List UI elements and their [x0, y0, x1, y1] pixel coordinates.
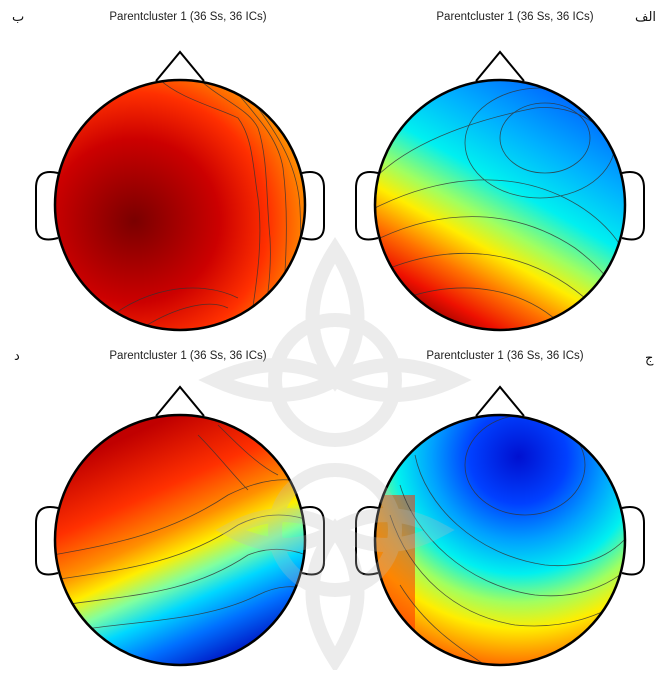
- right-ear-outline: [621, 506, 645, 576]
- nose-outline: [155, 385, 205, 417]
- right-ear-outline: [301, 506, 325, 576]
- panel-title: Parentcluster 1 (36 Ss, 36 ICs): [109, 350, 267, 362]
- contour-lines: [55, 424, 305, 631]
- topomap-dal: [35, 385, 325, 667]
- nose-outline: [475, 385, 525, 417]
- topomap-panel-be: ب Parentcluster 1 (36 Ss, 36 ICs): [8, 8, 328, 338]
- head-outline: [53, 413, 307, 667]
- left-ear-outline: [35, 506, 59, 576]
- topomap-jim: [355, 385, 645, 667]
- left-ear-outline: [35, 171, 59, 241]
- right-ear-outline: [301, 171, 325, 241]
- watermark-arabesque: [198, 237, 472, 670]
- left-ear-outline: [355, 506, 379, 576]
- topomap-panel-jim: ج Parentcluster 1 (36 Ss, 36 ICs): [335, 345, 655, 675]
- topomap-be: [35, 50, 325, 332]
- topomap-alef: [355, 50, 645, 332]
- topomap-panel-alef: الف Parentcluster 1 (36 Ss, 36 ICs): [335, 8, 657, 338]
- panel-title: Parentcluster 1 (36 Ss, 36 ICs): [109, 11, 267, 23]
- panel-letter: ب: [12, 10, 25, 25]
- head-outline: [53, 78, 307, 332]
- contour-lines: [375, 87, 625, 329]
- left-ear-outline: [355, 171, 379, 241]
- head-outline: [373, 413, 627, 667]
- panel-title: Parentcluster 1 (36 Ss, 36 ICs): [426, 350, 584, 362]
- head-outline: [373, 78, 627, 332]
- panel-letter: ج: [645, 351, 654, 366]
- right-ear-outline: [621, 171, 645, 241]
- topomap-panel-dal: د Parentcluster 1 (36 Ss, 36 ICs): [8, 345, 328, 675]
- panel-letter: د: [14, 349, 20, 364]
- nose-outline: [475, 50, 525, 82]
- nose-outline: [155, 50, 205, 82]
- panel-letter: الف: [635, 10, 657, 25]
- panel-title: Parentcluster 1 (36 Ss, 36 ICs): [436, 11, 594, 23]
